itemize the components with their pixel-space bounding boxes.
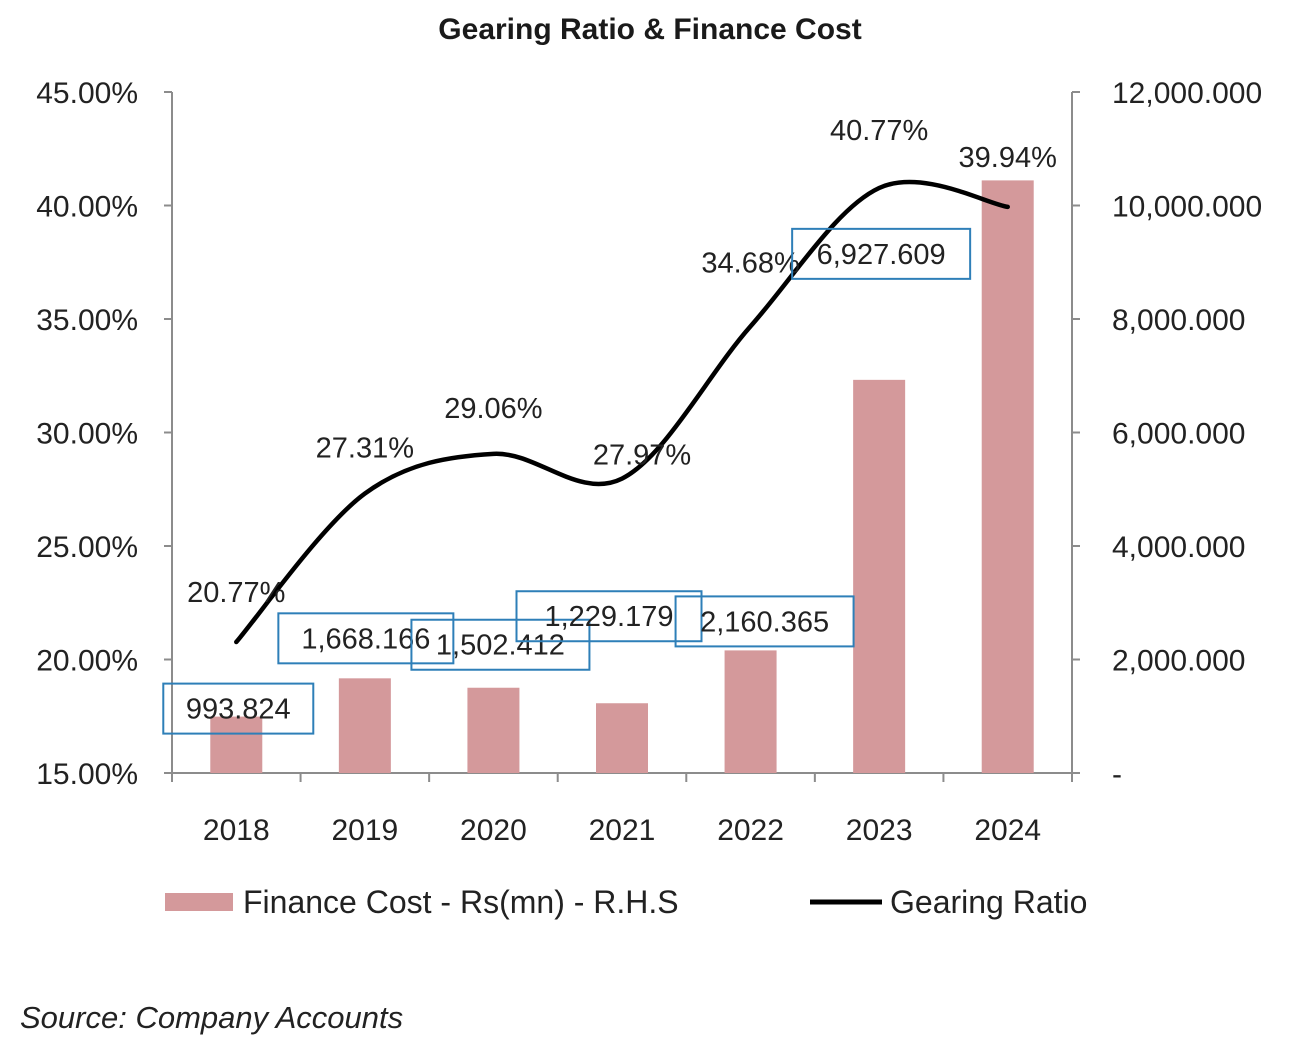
y-right-tick-label: 4,000.000	[1112, 531, 1245, 564]
finance-cost-bar	[338, 678, 391, 773]
finance-cost-label-box	[515, 590, 703, 643]
y-right-tick-label: 6,000.000	[1112, 418, 1245, 451]
finance-cost-label-box	[791, 227, 972, 280]
chart-title: Gearing Ratio & Finance Cost	[438, 13, 861, 46]
y-left-tick-label: 15.00%	[36, 758, 138, 791]
x-tick-label: 2023	[846, 814, 913, 847]
finance-cost-label: 993.824	[186, 694, 291, 726]
finance-cost-label: 2,160.365	[700, 606, 829, 638]
source-note: Source: Company Accounts	[20, 1000, 403, 1035]
legend-label-finance-cost: Finance Cost - Rs(mn) - R.H.S	[243, 884, 679, 920]
legend-label-gearing-ratio: Gearing Ratio	[890, 884, 1087, 920]
x-tick-label: 2021	[589, 814, 656, 847]
finance-cost-label: 6,927.609	[817, 239, 946, 271]
y-right-tick-label: -	[1112, 758, 1122, 791]
finance-cost-label: 1,668.166	[301, 623, 430, 655]
x-tick-label: 2020	[460, 814, 527, 847]
y-left-tick-label: 20.00%	[36, 645, 138, 678]
finance-cost-label: 1,502.412	[436, 630, 565, 662]
finance-cost-label-box	[162, 682, 315, 735]
y-left-tick-label: 45.00%	[36, 77, 138, 110]
axes: 15.00% 20.00% 25.00% 30.00% 35.00% 40.00% 45.0…	[36, 77, 1262, 847]
x-tick-label: 2022	[717, 814, 784, 847]
finance-cost-bar	[724, 650, 777, 773]
gearing-ratio-label: 27.31%	[316, 433, 414, 465]
finance-cost-bars	[210, 180, 1034, 773]
y-left-tick-label: 30.00%	[36, 418, 138, 451]
y-left-tick-label: 35.00%	[36, 304, 138, 337]
finance-cost-bar	[467, 687, 520, 773]
gearing-ratio-label: 27.97%	[593, 440, 691, 472]
y-right-tick-label: 8,000.000	[1112, 304, 1245, 337]
finance-cost-bar	[853, 379, 906, 773]
gearing-ratio-label: 29.06%	[444, 393, 542, 425]
finance-cost-bar	[981, 180, 1034, 773]
legend-swatch-finance-cost	[165, 893, 233, 911]
finance-cost-label: 1,229.179	[544, 601, 673, 633]
y-right-tick-label: 10,000.000	[1112, 191, 1262, 224]
x-tick-label: 2019	[331, 814, 398, 847]
gearing-ratio-label: 20.77%	[187, 577, 285, 609]
legend: Finance Cost - Rs(mn) - R.H.S Gearing Ra…	[165, 884, 1087, 920]
gearing-ratio-label: 34.68%	[701, 247, 799, 279]
finance-cost-label-box	[410, 618, 591, 671]
y-left-tick-label: 25.00%	[36, 531, 138, 564]
finance-cost-label-box	[277, 612, 455, 665]
gearing-ratio-line	[234, 179, 1010, 645]
y-left-tick-label: 40.00%	[36, 191, 138, 224]
gearing-ratio-label: 40.77%	[830, 115, 928, 147]
data-labels: 20.77% 27.31% 29.06% 27.97% 34.68% 40.77% 39.9…	[162, 115, 1057, 735]
y-right-tick-label: 2,000.000	[1112, 645, 1245, 678]
x-tick-label: 2018	[203, 814, 270, 847]
gearing-ratio-label: 39.94%	[959, 142, 1057, 174]
finance-cost-bar	[596, 703, 648, 773]
x-tick-label: 2024	[974, 814, 1041, 847]
y-right-tick-label: 12,000.000	[1112, 77, 1262, 110]
finance-cost-bar	[210, 716, 263, 773]
finance-cost-label-box	[674, 595, 855, 648]
